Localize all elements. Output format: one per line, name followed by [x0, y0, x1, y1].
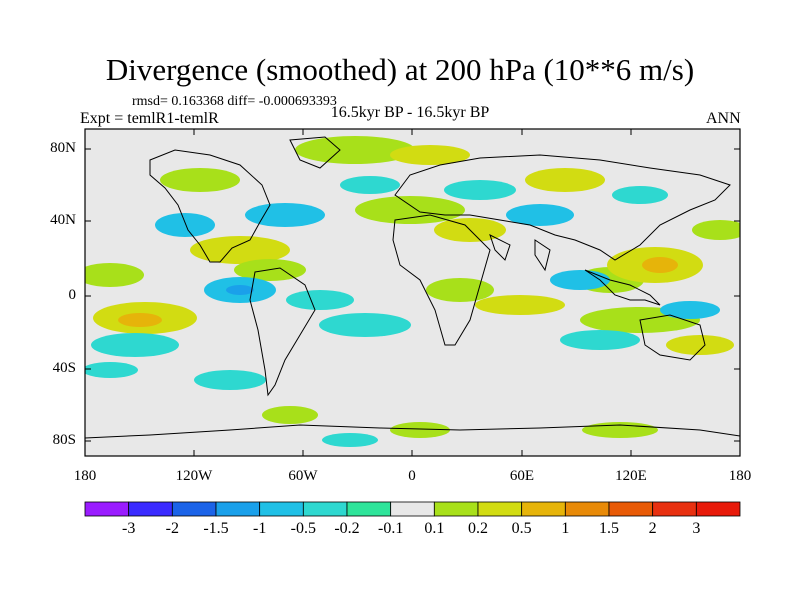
colorbar-label: 2: [648, 520, 657, 537]
colorbar-swatch: [259, 501, 304, 517]
lat-label-80s: 80S: [52, 432, 76, 448]
lon-label-60w: 60W: [288, 468, 318, 484]
colorbar-label: -3: [121, 520, 136, 537]
colorbar-swatch: [84, 501, 130, 517]
divergence-field: [85, 136, 740, 447]
lon-label-0: 0: [408, 468, 416, 484]
colorbar-swatch: [390, 501, 435, 517]
lon-label-60e: 60E: [509, 468, 535, 484]
lon-label-120w: 120W: [175, 468, 213, 484]
period-label: 16.5kyr BP - 16.5kyr BP: [330, 104, 490, 121]
colorbar-swatch: [477, 501, 523, 517]
lon-label-120e: 120E: [615, 468, 647, 484]
colorbar-label: -0.2: [334, 520, 360, 537]
lon-ticks: [193, 129, 632, 456]
colorbar-swatch: [695, 501, 741, 517]
colorbar-label: -2: [165, 520, 179, 537]
lat-label-0: 0: [68, 287, 77, 303]
colorbar-swatch: [608, 501, 654, 517]
lat-label-40n: 40N: [50, 212, 76, 228]
colorbar-swatch: [215, 501, 261, 517]
positive-anomalies: [85, 136, 740, 438]
colorbar-label: -0.1: [377, 520, 404, 537]
colorbar-swatch: [171, 501, 217, 517]
colorbar-label: 1: [561, 520, 570, 537]
lat-label-80n: 80N: [50, 140, 76, 156]
colorbar-swatch: [128, 501, 173, 517]
colorbar-label: 0.2: [468, 520, 488, 537]
experiment-label: Expt = temlR1-temlR: [80, 110, 219, 127]
lon-label-180w: 180: [73, 468, 97, 484]
lat-label-40s: 40S: [52, 360, 76, 376]
negative-anomalies: [85, 176, 720, 447]
colorbar-label: 1.5: [599, 520, 619, 537]
colorbar-swatch: [302, 501, 348, 517]
colorbar-label: -0.5: [290, 520, 316, 537]
colorbar-swatch: [521, 501, 566, 517]
plot-title: Divergence (smoothed) at 200 hPa (10**6 …: [105, 52, 695, 87]
colorbar-label: -1.5: [203, 520, 229, 537]
colorbar-label: 0.5: [511, 520, 532, 537]
colorbar-swatch: [564, 501, 610, 517]
colorbar-label: -1: [252, 520, 267, 537]
lat-ticks: [85, 148, 740, 442]
colorbar-swatch: [346, 501, 392, 517]
colorbar-label: 3: [692, 520, 701, 537]
lon-label-180e: 180: [728, 468, 752, 484]
coastlines: [85, 136, 740, 439]
colorbar: [84, 501, 741, 517]
season-label: ANN: [706, 110, 741, 127]
colorbar-label: 0.1: [424, 520, 445, 537]
colorbar-swatch: [652, 501, 697, 517]
colorbar-swatch: [433, 501, 479, 517]
stats-line: rmsd= 0.163368 diff= -0.000693393: [132, 94, 337, 109]
